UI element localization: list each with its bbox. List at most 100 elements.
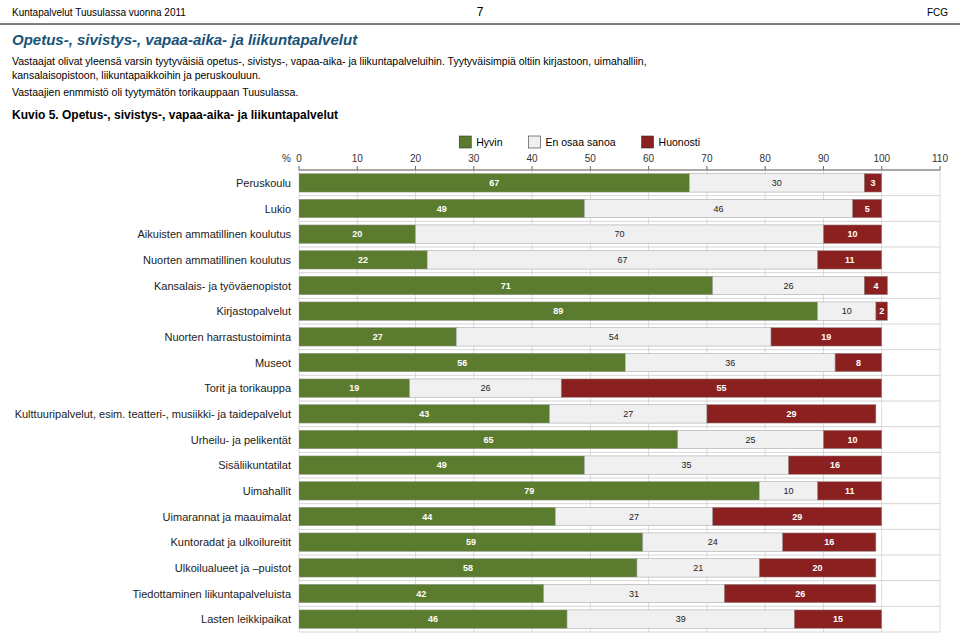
bar-segment (585, 456, 789, 474)
bar-segment (567, 610, 794, 628)
data-label: 39 (676, 614, 686, 624)
tick-label: 20 (410, 153, 422, 164)
bar-segment (835, 353, 882, 371)
bar-segment (818, 251, 882, 269)
data-label: 55 (716, 383, 726, 393)
bar-segment (299, 533, 643, 551)
data-label: 10 (842, 306, 852, 316)
bar-segment (299, 610, 567, 628)
tick-label: 80 (760, 153, 772, 164)
category-label: Museot (255, 357, 291, 369)
category-label: Urheilu- ja pelikentät (191, 434, 291, 446)
tick-label: 110 (932, 153, 948, 164)
tick-label: 90 (818, 153, 830, 164)
tick-mark (532, 166, 533, 170)
row-divider (299, 349, 940, 350)
data-label: 29 (792, 512, 802, 522)
bar-segment (724, 584, 876, 602)
legend-label: Huonosti (659, 136, 700, 148)
bar-segment (637, 559, 759, 577)
bar-segment (771, 328, 882, 346)
tick-mark (299, 166, 300, 170)
category-label: Lukio (265, 203, 291, 215)
row-divider (299, 272, 940, 273)
bar-segment (585, 199, 853, 217)
tick-mark (823, 166, 824, 170)
bar-segment (427, 251, 817, 269)
bar-segment (823, 430, 881, 448)
page-number: 7 (477, 5, 484, 19)
data-label: 71 (501, 281, 511, 291)
bar-segment (299, 199, 585, 217)
data-label: 65 (483, 435, 493, 445)
bar-segment (299, 328, 456, 346)
data-label: 70 (614, 229, 624, 239)
data-label: 46 (428, 614, 438, 624)
bar-segment (555, 507, 712, 525)
data-label: 16 (824, 537, 834, 547)
data-label: 49 (437, 460, 447, 470)
chart-title: Kuvio 5. Opetus-, sivistys-, vapaa-aika-… (12, 108, 338, 122)
data-label: 16 (830, 460, 840, 470)
category-label: Kansalais- ja työväenopistot (154, 280, 291, 292)
category-label: Kirjastopalvelut (216, 305, 291, 317)
tick-label: 100 (873, 153, 890, 164)
bar-segment (299, 456, 585, 474)
bar-segment (299, 405, 550, 423)
data-label: 89 (553, 306, 563, 316)
bar-segment (299, 379, 410, 397)
data-label: 36 (725, 358, 735, 368)
data-label: 25 (746, 435, 756, 445)
legend-label: En osaa sanoa (546, 136, 616, 148)
category-label: Lasten leikkipaikat (201, 613, 291, 625)
tick-label: 0 (296, 153, 302, 164)
row-divider (299, 298, 940, 299)
paragraph: Vastaajat olivat yleensä varsin tyytyväi… (12, 55, 647, 67)
data-label: 26 (480, 383, 490, 393)
category-labels: PeruskouluLukioAikuisten ammatillinen ko… (15, 177, 292, 625)
bar-segment (456, 328, 771, 346)
bar-segment (876, 302, 888, 320)
row-divider (299, 401, 940, 402)
bar-segment (299, 276, 713, 294)
data-label: 26 (795, 589, 805, 599)
tick-mark (590, 166, 591, 170)
data-label: 43 (419, 409, 429, 419)
data-label: 59 (466, 537, 476, 547)
data-label: 31 (629, 589, 639, 599)
data-label: 58 (463, 563, 473, 573)
bar-segment (788, 456, 881, 474)
row-divider (299, 426, 940, 427)
data-label: 5 (865, 204, 870, 214)
category-label: Tiedottaminen liikuntapalveluista (132, 588, 291, 600)
tick-label: 30 (468, 153, 480, 164)
row-divider (299, 555, 940, 556)
x-axis-line (299, 170, 940, 171)
legend-label: Hyvin (476, 136, 502, 148)
tick-label: 50 (585, 153, 597, 164)
category-label: Ulkoilualueet ja –puistot (175, 562, 291, 574)
category-label: Nuorten harrastustoiminta (164, 331, 291, 343)
data-label: 49 (437, 204, 447, 214)
legend-swatch (529, 136, 541, 148)
data-label: 20 (352, 229, 362, 239)
data-label: 42 (416, 589, 426, 599)
data-label: 27 (373, 332, 383, 342)
row-divider (299, 632, 940, 633)
category-label: Aikuisten ammatillinen koulutus (138, 228, 292, 240)
tick-label: 10 (352, 153, 364, 164)
tick-mark (415, 166, 416, 170)
section-title: Opetus-, sivistys-, vapaa-aika- ja liiku… (12, 31, 358, 48)
data-label: 19 (821, 332, 831, 342)
tick-mark (473, 166, 474, 170)
bar-segment (625, 353, 835, 371)
tick-mark (765, 166, 766, 170)
row-divider (299, 452, 940, 453)
data-label: 21 (693, 563, 703, 573)
category-label: Kuntoradat ja ulkoilureitit (171, 536, 291, 548)
data-label: 11 (845, 255, 855, 265)
bar-segment (783, 533, 876, 551)
bar-segment (794, 610, 881, 628)
bar-segment (299, 251, 427, 269)
row-divider (299, 529, 940, 530)
